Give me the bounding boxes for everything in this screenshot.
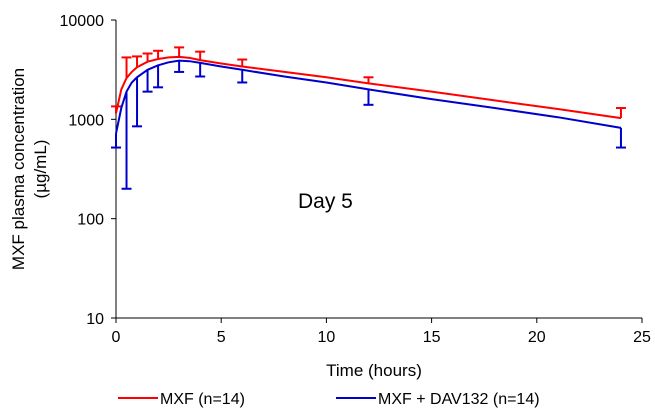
legend-label-mxf: MXF (n=14) xyxy=(160,391,245,408)
axes xyxy=(115,20,642,319)
y-axis-title-line-1: MXF plasma concentration xyxy=(9,68,28,270)
x-tick-label: 10 xyxy=(318,329,336,346)
y-axis-title-line-2: (µg/mL) xyxy=(31,140,50,199)
y-tick-label: 100 xyxy=(77,212,104,229)
x-ticks: 0 5 10 15 20 25 xyxy=(112,318,651,346)
x-axis-title: Time (hours) xyxy=(326,361,422,380)
y-ticks: 10 100 1000 10000 xyxy=(60,13,116,328)
x-tick-label: 0 xyxy=(112,329,121,346)
series-mxf xyxy=(111,46,626,120)
day-annotation: Day 5 xyxy=(298,190,353,213)
legend: MXF (n=14) MXF + DAV132 (n=14) xyxy=(118,391,540,408)
x-tick-label: 15 xyxy=(423,329,441,346)
series-line xyxy=(115,59,622,134)
y-axis-title: MXF plasma concentration (µg/mL) xyxy=(9,68,50,270)
y-tick-label: 1000 xyxy=(68,112,104,129)
series-mxf-dav132 xyxy=(111,59,626,190)
x-tick-label: 20 xyxy=(528,329,546,346)
series-line xyxy=(115,55,622,120)
legend-label-mxf-dav132: MXF + DAV132 (n=14) xyxy=(378,391,540,408)
x-tick-label: 25 xyxy=(633,329,651,346)
y-tick-label: 10 xyxy=(86,311,104,328)
y-tick-label: 10000 xyxy=(60,13,105,30)
x-tick-label: 5 xyxy=(217,329,226,346)
series-layer xyxy=(111,46,626,190)
